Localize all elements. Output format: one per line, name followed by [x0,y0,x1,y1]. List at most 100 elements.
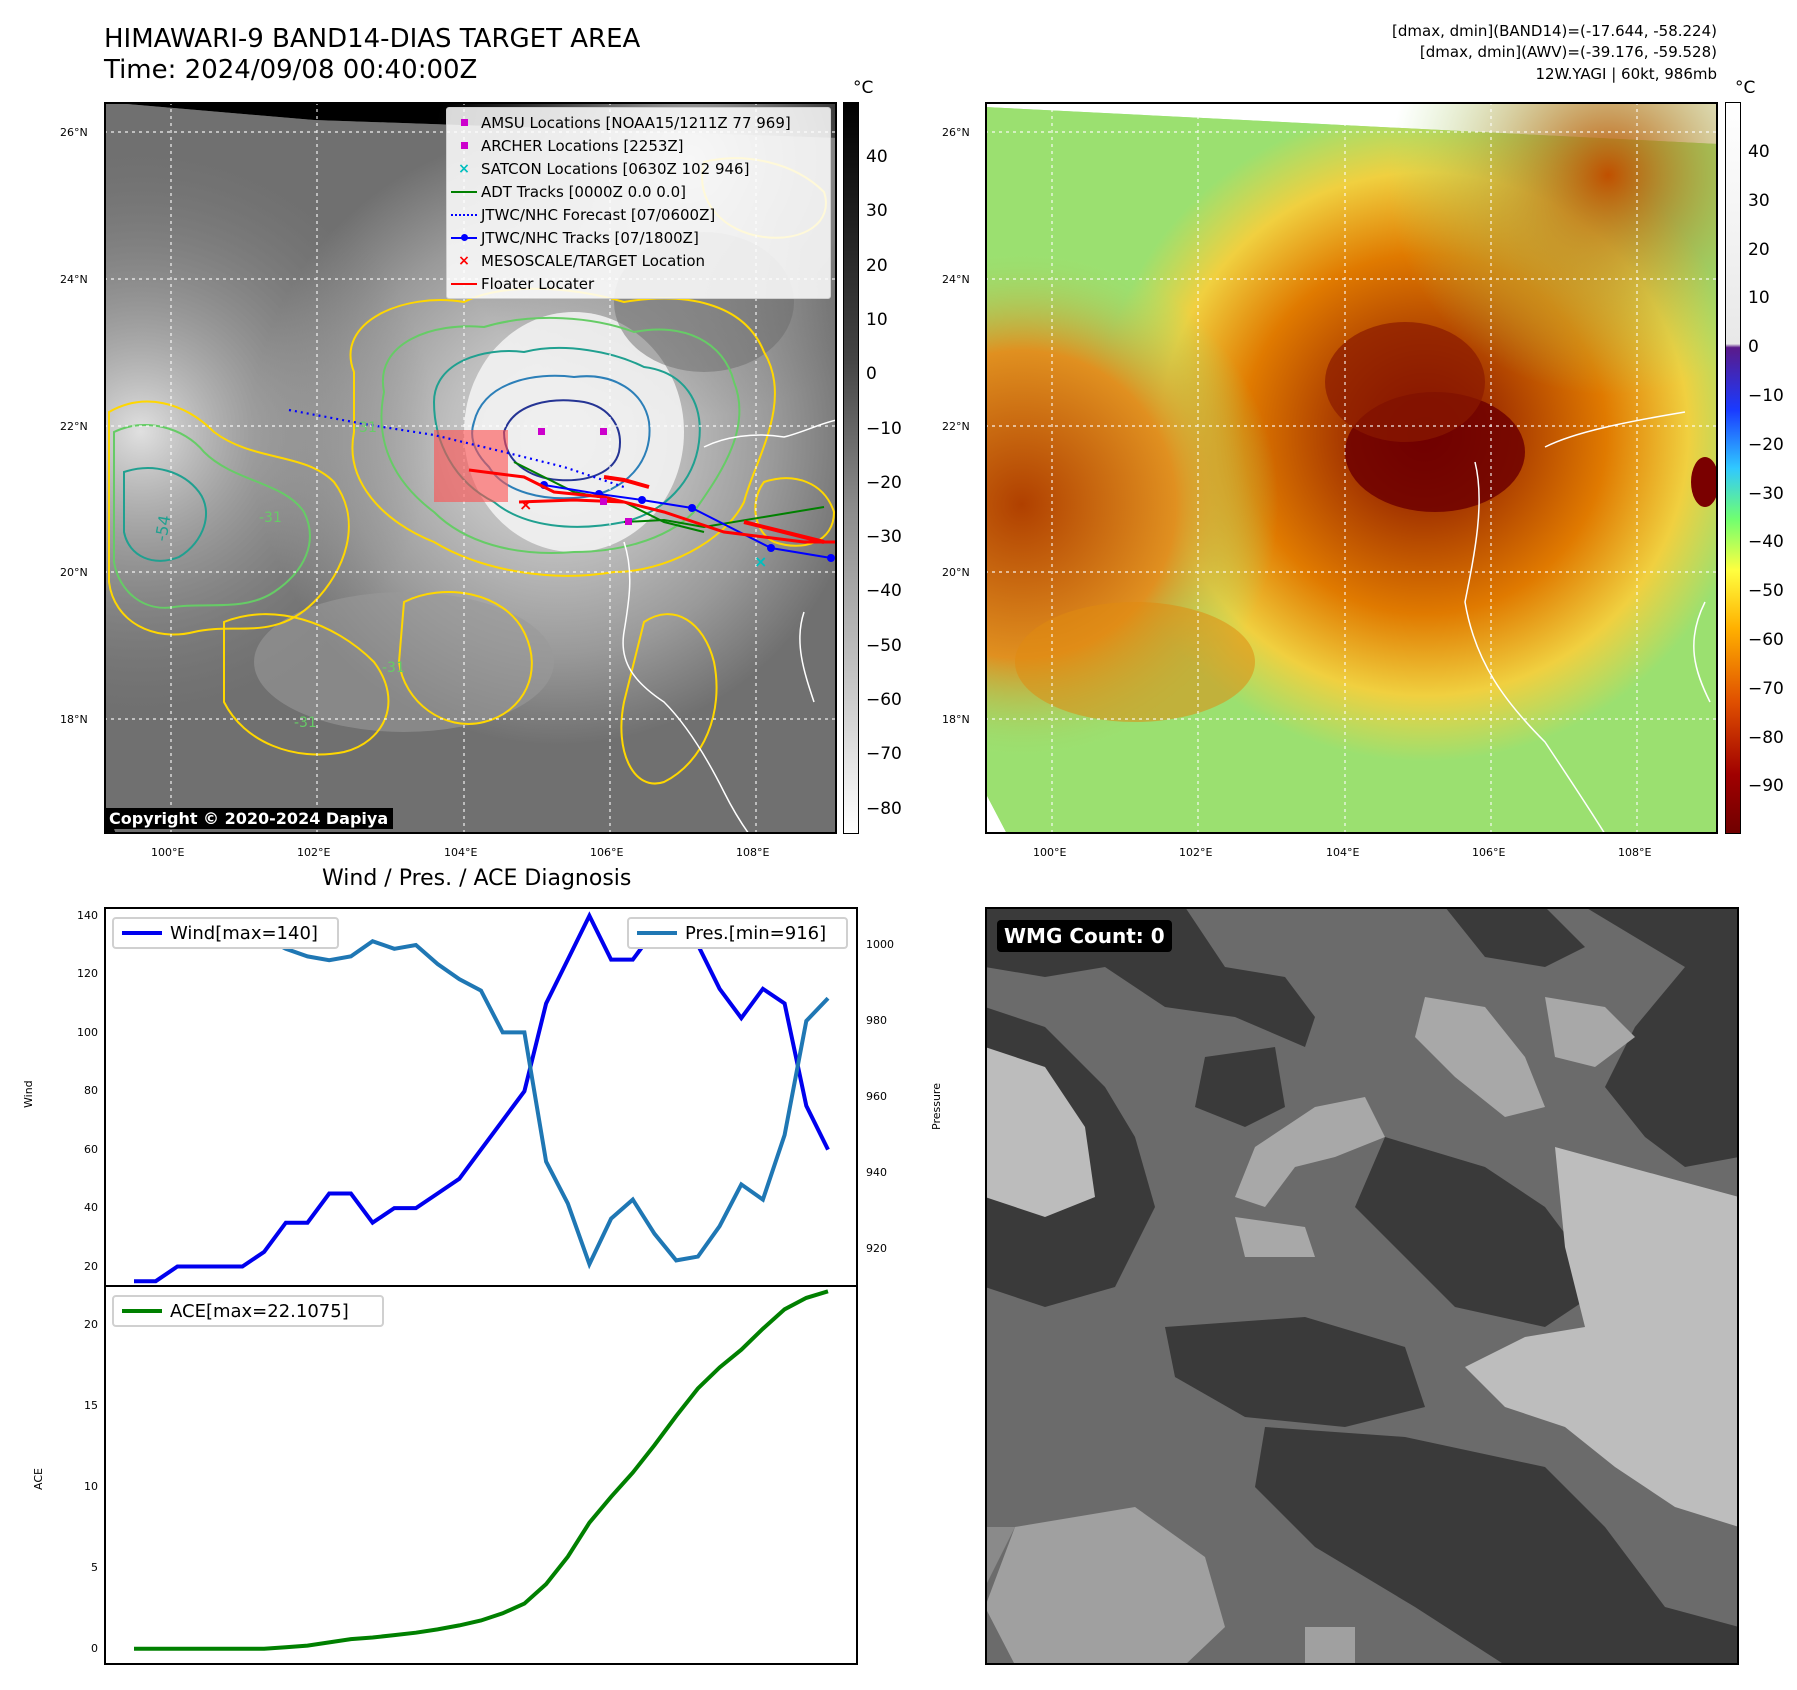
lon-tick: 106°E [1472,846,1506,859]
svg-text:×: × [519,495,532,514]
pressure-tick: 920 [866,1242,887,1255]
pressure-tick: 960 [866,1090,887,1103]
wind-tick: 80 [84,1084,98,1098]
line-dot-marker-icon [447,233,481,241]
ace-axis-label: ACE [32,1468,45,1490]
lon-tick: 104°E [1326,846,1360,859]
lon-tick: 108°E [736,846,770,859]
wind-tick: 120 [77,967,98,981]
colorbar-tick: −10 [1748,386,1784,406]
colorbar-tick: −90 [1748,776,1784,797]
colorbar-tick: −30 [1748,483,1784,504]
lat-tick: 24°N [60,273,88,286]
lon-tick: 100°E [151,846,185,859]
legend-item: JTWC/NHC Tracks [07/1800Z] [447,226,830,249]
colorbar-tick: −50 [866,635,902,656]
wind-tick: 100 [77,1025,98,1039]
legend-item: Floater Locater [447,272,830,295]
colorbar-tick: 30 [866,201,888,222]
colorbar-tick: −40 [866,581,902,602]
line-marker-icon [447,282,481,285]
lon-tick: 102°E [1179,846,1213,859]
wind-tick: 40 [84,1201,98,1215]
colorbar-tick: −60 [1748,630,1784,650]
lon-tick: 100°E [1033,846,1067,859]
lat-tick: 24°N [942,273,970,286]
awv-panel [985,102,1719,835]
ir-panel-frame [104,102,837,834]
square-marker-icon [447,142,481,149]
ace-tick: 20 [84,1318,98,1332]
band14-range: [dmax, dmin](BAND14)=(-17.644, -58.224) [1392,22,1717,40]
ace-tick: 15 [84,1399,98,1413]
ace-tick: 0 [91,1641,98,1655]
timestamp: Time: 2024/09/08 00:40:00Z [104,55,478,85]
ace-plot [134,1289,829,1651]
colorbar-tick: 10 [1748,288,1770,309]
lon-tick: 104°E [444,846,478,859]
awv-colorbar [1725,102,1741,834]
ace-legend-line-icon [122,1309,162,1313]
pressure-tick: 980 [866,1014,887,1027]
ace-frame [104,1285,858,1665]
colorbar-tick: −80 [866,798,902,819]
wind-pressure-chart: Wind[max=140] Pres.[min=916] [104,907,858,1287]
contour-label: -54 [151,514,174,543]
lat-tick: 20°N [942,566,970,579]
lon-tick: 108°E [1618,846,1652,859]
wind-tick: 60 [84,1142,98,1156]
line-marker-icon [447,190,481,193]
x-marker-icon: × [458,160,470,177]
lat-tick: 22°N [60,420,88,433]
awv-range: [dmax, dmin](AWV)=(-39.176, -59.528) [1419,43,1717,61]
legend-item: ARCHER Locations [2253Z] [447,134,830,157]
colorbar-tick: −70 [1748,678,1784,699]
colorbar-tick: −20 [1748,434,1784,455]
colorbar-tick: 30 [1748,190,1770,211]
colorbar-tick: −70 [866,744,902,765]
svg-text:×: × [754,552,767,571]
x-marker-icon: × [458,252,470,269]
awv-imagery [985,102,1719,835]
track-legend: AMSU Locations [NOAA15/1211Z 77 969] ARC… [446,107,831,299]
ir-colorbar [843,102,859,834]
wind-legend: Wind[max=140] [112,917,339,949]
colorbar-tick: 10 [866,309,888,330]
wind-pressure-frame [104,907,858,1287]
ir-satellite-panel: × × -54 -31 -31 -31 -31 AMSU Locations [… [104,102,838,835]
colorbar-tick: 20 [866,255,888,276]
colorbar-tick: 40 [866,147,888,167]
square-marker-icon [447,119,481,126]
colorbar-tick: 20 [1748,239,1770,260]
dotted-line-icon [447,213,481,216]
wind-legend-line-icon [122,931,162,935]
lat-tick: 18°N [942,713,970,726]
colorbar-tick: −30 [866,527,902,548]
diagnosis-title: Wind / Pres. / ACE Diagnosis [322,866,632,891]
colorbar-tick: 40 [1748,142,1770,162]
wmg-panel-frame [985,907,1739,1665]
legend-item: × MESOSCALE/TARGET Location [447,249,830,272]
colorbar-tick: −10 [866,418,902,439]
legend-item: AMSU Locations [NOAA15/1211Z 77 969] [447,111,830,134]
colorbar-tick: 0 [1748,337,1759,358]
ace-legend-label: ACE[max=22.1075] [170,1300,349,1322]
wmg-panel: WMG Count: 0 [985,907,1739,1665]
wmg-imagery [985,907,1739,1665]
ace-legend: ACE[max=22.1075] [112,1295,384,1327]
wind-tick: 20 [84,1259,98,1273]
colorbar-tick: −40 [1748,532,1784,553]
colorbar-tick: −50 [1748,581,1784,602]
colorbar-tick: −80 [1748,727,1784,748]
lat-tick: 18°N [60,713,88,726]
legend-item: JTWC/NHC Forecast [07/0600Z] [447,203,830,226]
colorbar-unit: °C [1735,78,1756,98]
pressure-tick: 1000 [866,938,894,951]
ace-tick: 10 [84,1480,98,1494]
lat-tick: 26°N [60,126,88,139]
contour-label: -31 [354,420,377,436]
legend-item: × SATCON Locations [0630Z 102 946] [447,157,830,180]
wind-axis-label: Wind [22,1080,35,1108]
contour-label: -31 [382,660,405,676]
wind-tick: 140 [77,908,98,922]
